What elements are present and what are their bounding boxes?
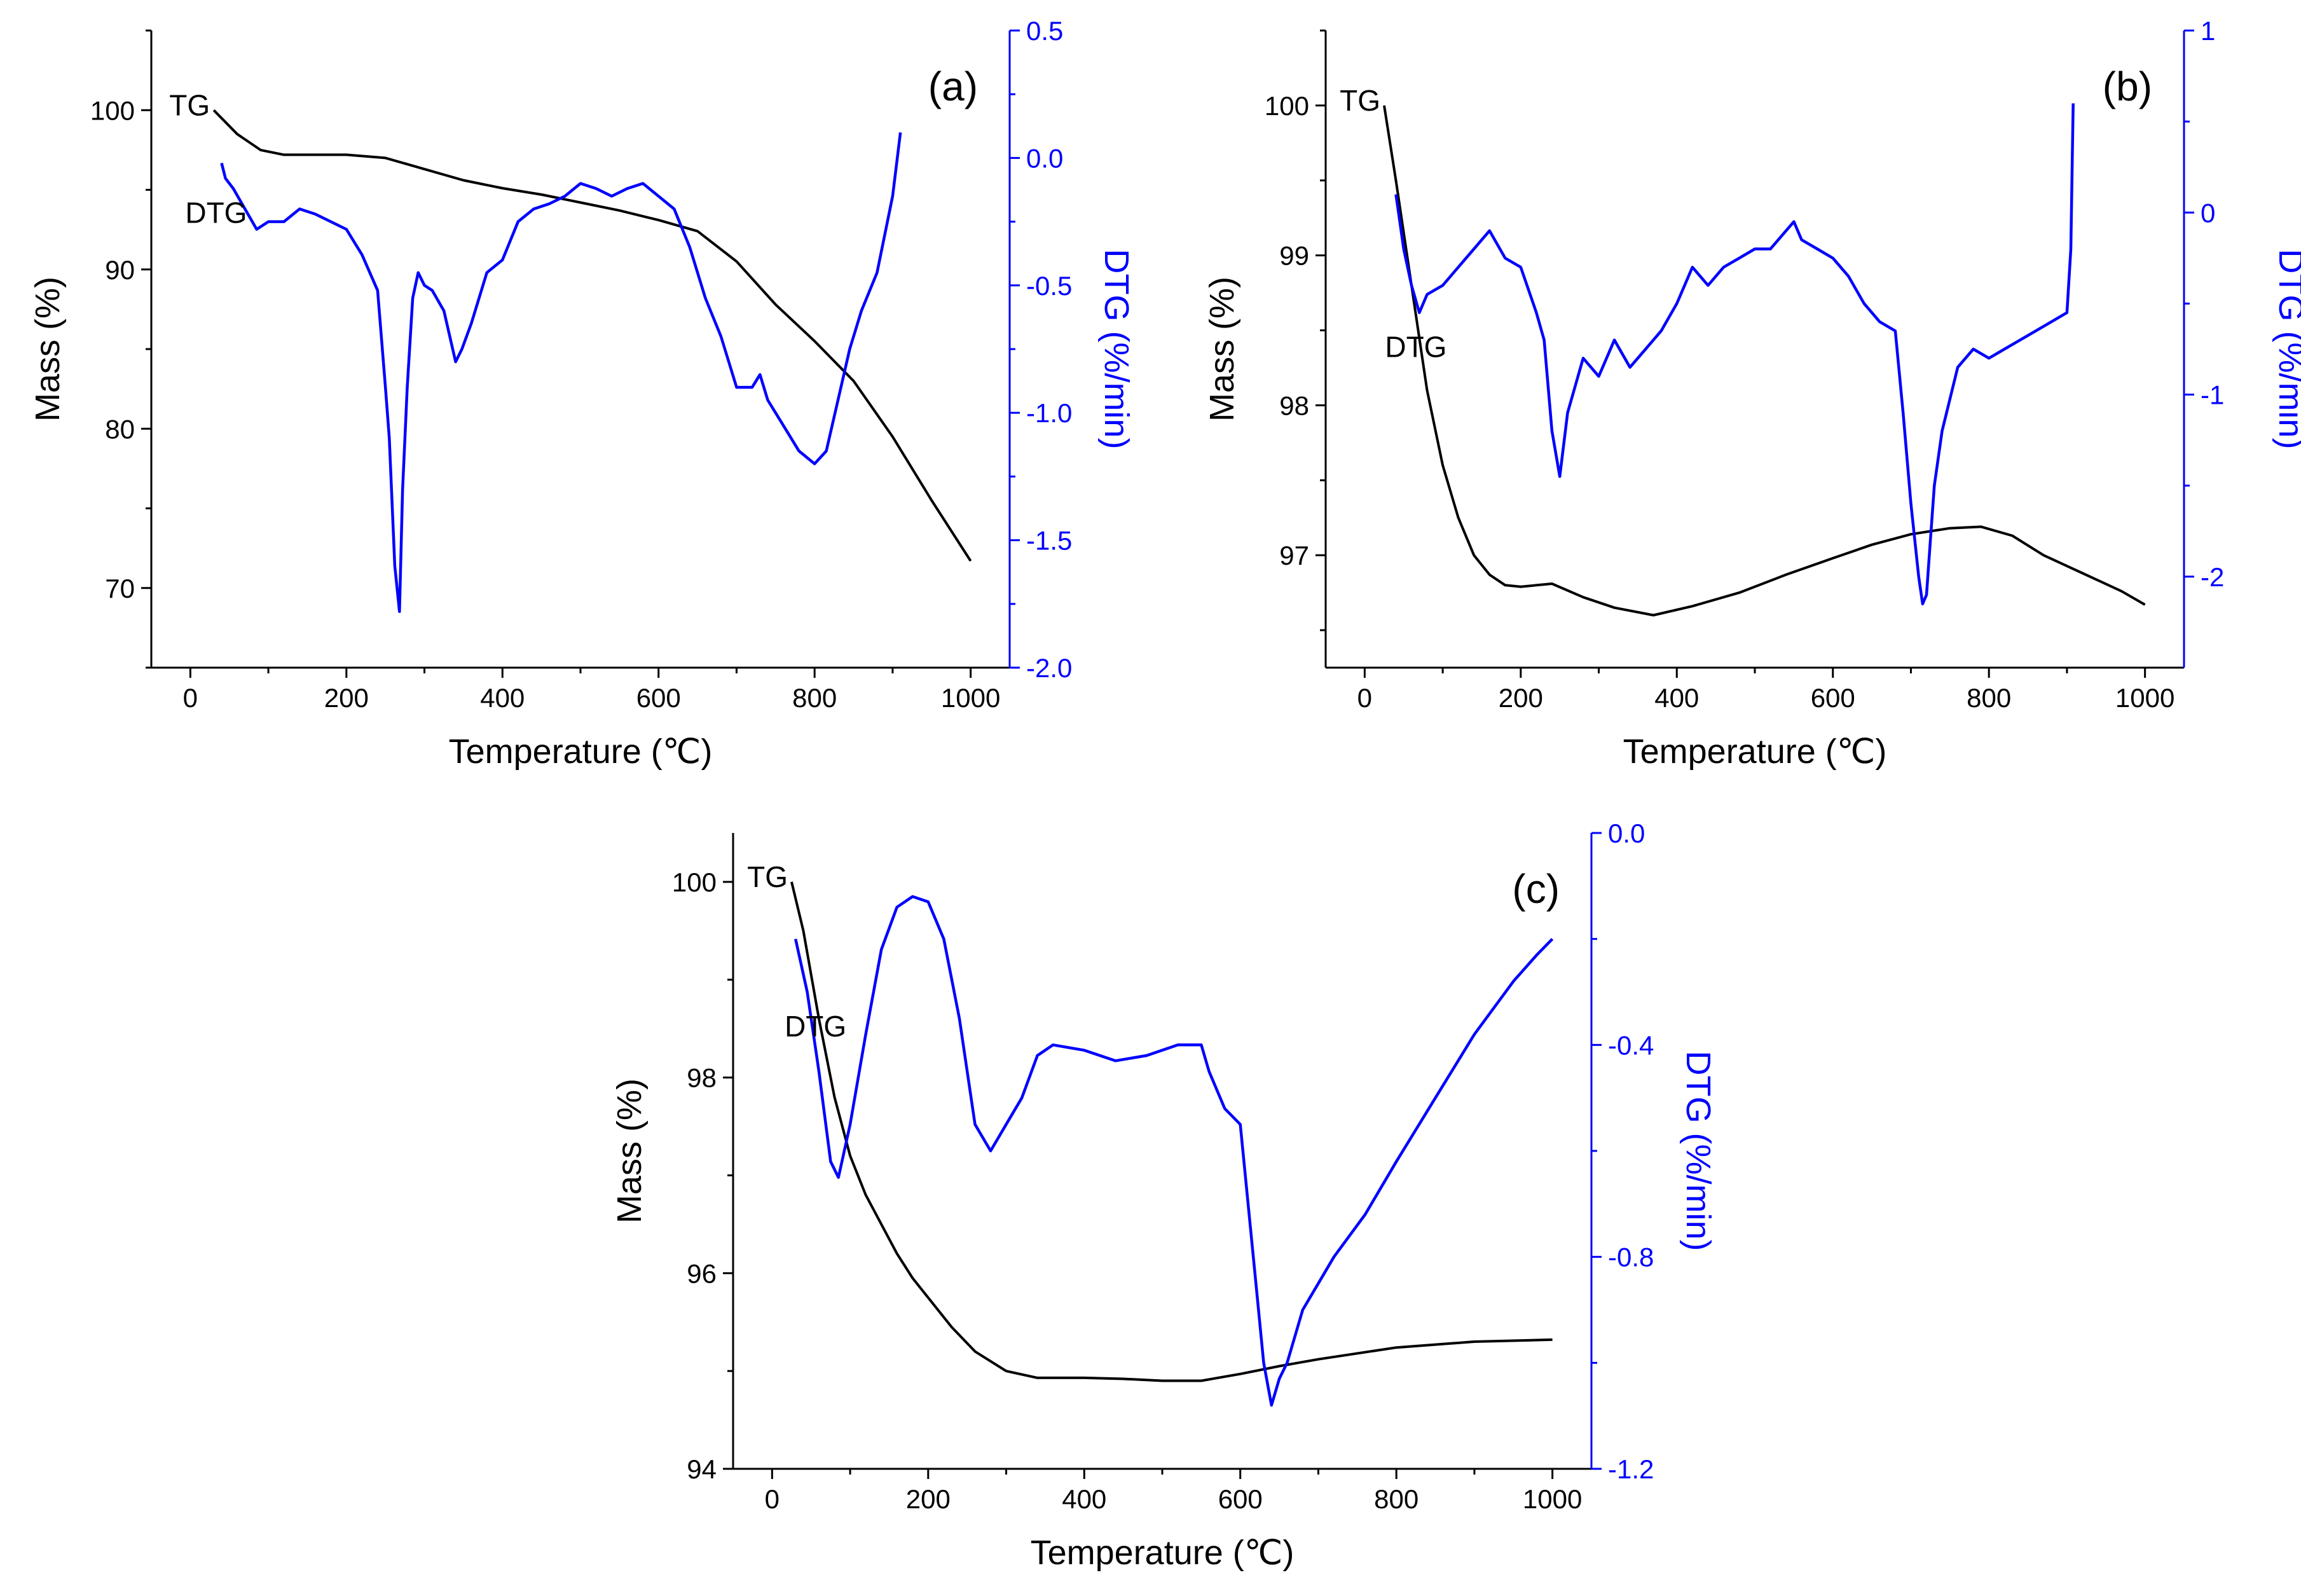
left-y-tick-label: 98 (687, 1063, 717, 1093)
x-axis-title: Temperature (℃) (449, 733, 713, 771)
x-tick-label: 1000 (2115, 683, 2174, 713)
tg-series-label: TG (1340, 84, 1380, 117)
right-y-axis-title: DTG (%/min) (1679, 1051, 1717, 1251)
right-y-tick-label: -1.2 (1608, 1454, 1654, 1484)
x-axis-title: Temperature (℃) (1031, 1534, 1295, 1572)
dtg-curve (220, 132, 902, 614)
x-tick-label: 600 (1218, 1484, 1263, 1514)
right-y-tick-label: -2 (2201, 562, 2224, 592)
left-y-tick-label: 100 (1265, 91, 1309, 121)
right-y-tick-label: -2.0 (1026, 653, 1072, 683)
x-tick-label: 0 (183, 683, 198, 713)
panel-label: (b) (2103, 64, 2152, 109)
right-y-tick-label: -0.4 (1608, 1030, 1654, 1060)
dtg-series-label: DTG (1385, 331, 1446, 364)
right-y-tick-label: 0 (2201, 198, 2215, 228)
left-y-tick-label: 94 (687, 1454, 717, 1484)
dtg-curve (1394, 103, 2075, 606)
left-y-tick-label: 100 (90, 95, 135, 125)
x-tick-label: 600 (636, 683, 681, 713)
right-y-tick-label: -1.5 (1026, 526, 1072, 556)
left-y-axis-title: Mass (%) (1203, 277, 1241, 422)
right-y-tick-label: -0.8 (1608, 1242, 1654, 1272)
x-tick-label: 0 (1357, 683, 1372, 713)
dtg-curve (794, 895, 1554, 1407)
tg-curve (790, 881, 1553, 1382)
right-y-axis-title: DTG (%/min) (2272, 249, 2301, 450)
right-y-tick-label: 0.0 (1026, 143, 1063, 173)
x-tick-label: 400 (1062, 1484, 1106, 1514)
x-axis-title: Temperature (℃) (1623, 733, 1887, 771)
x-tick-label: 1000 (1523, 1484, 1582, 1514)
tg-series-label: TG (747, 860, 788, 893)
left-y-axis-title: Mass (%) (610, 1078, 649, 1223)
left-y-tick-label: 97 (1279, 540, 1309, 570)
left-y-tick-label: 100 (672, 867, 717, 897)
left-y-tick-label: 96 (687, 1258, 717, 1288)
chart-panel-1: 0 200 400 600 800 1000 70 80 90 100 -2.0 -1.5 -1.0 -0… (29, 16, 1136, 771)
panel-label: (c) (1512, 866, 1560, 912)
tg-curve (212, 109, 972, 562)
x-tick-label: 200 (1499, 683, 1543, 713)
x-tick-label: 400 (480, 683, 525, 713)
left-y-tick-label: 70 (105, 574, 135, 603)
chart-panel-3: 0 200 400 600 800 1000 94 96 98 100 -1.2 -0.8 -0.4 0.… (610, 818, 1717, 1572)
right-y-tick-label: 1 (2201, 16, 2215, 46)
x-tick-label: 1000 (941, 683, 1000, 713)
right-y-tick-label: 0.5 (1026, 16, 1063, 46)
chart-panel-2: 0 200 400 600 800 1000 97 98 99 100 -2 -1 0 1 Temperat… (1203, 16, 2301, 771)
left-y-tick-label: 98 (1279, 390, 1309, 420)
left-y-tick-label: 99 (1279, 241, 1309, 271)
dtg-series-label: DTG (185, 196, 247, 229)
x-tick-label: 0 (765, 1484, 780, 1514)
tg-series-label: TG (169, 88, 210, 121)
x-tick-label: 600 (1811, 683, 1855, 713)
right-y-tick-label: -1 (2201, 380, 2224, 410)
x-tick-label: 800 (1374, 1484, 1418, 1514)
left-y-axis-title: Mass (%) (29, 277, 67, 422)
tg-curve (1383, 105, 2146, 617)
right-y-tick-label: 0.0 (1608, 818, 1645, 848)
x-tick-label: 800 (792, 683, 837, 713)
x-tick-label: 400 (1654, 683, 1699, 713)
right-y-tick-label: -1.0 (1026, 398, 1072, 428)
panel-label: (a) (928, 64, 978, 109)
left-y-tick-label: 80 (105, 414, 135, 444)
x-tick-label: 200 (324, 683, 369, 713)
right-y-tick-label: -0.5 (1026, 271, 1072, 301)
x-tick-label: 200 (906, 1484, 951, 1514)
left-y-tick-label: 90 (105, 255, 135, 285)
dtg-series-label: DTG (785, 1010, 846, 1043)
x-tick-label: 800 (1967, 683, 2011, 713)
right-y-axis-title: DTG (%/min) (1097, 249, 1136, 450)
